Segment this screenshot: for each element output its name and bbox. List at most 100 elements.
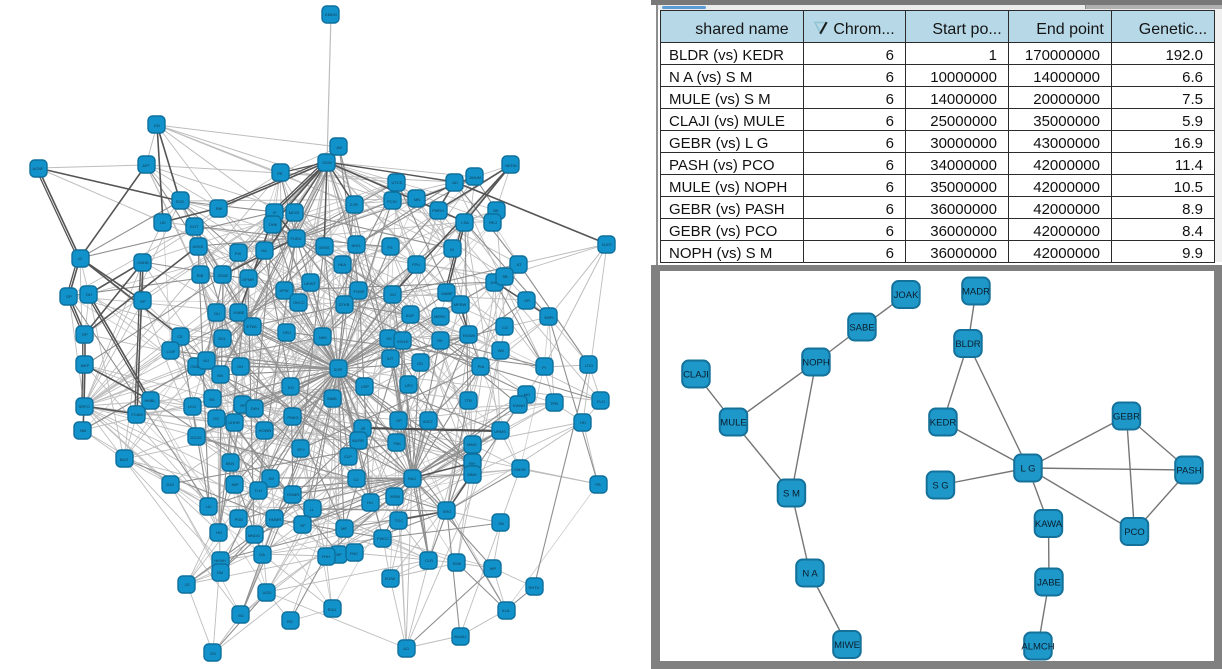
svg-text:FUEU: FUEU <box>291 236 302 241</box>
svg-text:NJOT: NJOT <box>602 242 613 247</box>
svg-text:USP: USP <box>361 384 370 389</box>
svg-text:ACNF: ACNF <box>33 166 44 171</box>
svg-text:PE: PE <box>277 171 283 176</box>
svg-text:IMP: IMP <box>231 482 238 487</box>
svg-text:RF: RF <box>240 403 246 408</box>
svg-text:CWDJ: CWDJ <box>190 364 202 369</box>
svg-text:MNH: MNH <box>467 472 476 477</box>
svg-text:MMB: MMB <box>327 396 337 401</box>
svg-text:MABP: MABP <box>441 291 453 296</box>
svg-text:MKP: MKP <box>81 363 90 368</box>
svg-text:AD: AD <box>452 180 458 185</box>
svg-text:CLAJI: CLAJI <box>683 369 709 380</box>
svg-text:RAJ: RAJ <box>408 476 416 481</box>
svg-text:PCO: PCO <box>1124 527 1145 538</box>
svg-text:IUJL: IUJL <box>502 608 511 613</box>
svg-text:IO: IO <box>450 247 454 252</box>
svg-text:JR: JR <box>361 426 366 431</box>
svg-text:IJK: IJK <box>160 220 166 225</box>
svg-text:JABE: JABE <box>1037 577 1061 588</box>
svg-text:BKN: BKN <box>226 461 234 466</box>
svg-text:MIWE: MIWE <box>834 640 860 651</box>
svg-text:DS: DS <box>210 651 216 656</box>
svg-text:WLRR: WLRR <box>352 438 364 443</box>
svg-text:GD: GD <box>417 361 423 366</box>
svg-text:JUO: JUO <box>166 482 174 487</box>
svg-text:KAWA: KAWA <box>1035 519 1063 530</box>
svg-text:OPMR: OPMR <box>242 277 254 282</box>
svg-text:NOPH: NOPH <box>802 357 830 368</box>
svg-text:SRFO: SRFO <box>78 404 89 409</box>
svg-text:OGMR: OGMR <box>287 492 300 497</box>
svg-text:L G: L G <box>1021 463 1036 474</box>
svg-text:GCM: GCM <box>322 160 331 165</box>
svg-text:EUIW: EUIW <box>385 576 396 581</box>
svg-text:NHG: NHG <box>352 243 361 248</box>
svg-text:BP: BP <box>336 552 342 557</box>
svg-text:OO: OO <box>213 416 219 421</box>
svg-text:ALMCH: ALMCH <box>1021 641 1054 652</box>
svg-text:HH: HH <box>216 530 222 535</box>
svg-text:RD: RD <box>287 619 293 624</box>
svg-text:JOAK: JOAK <box>894 290 919 301</box>
svg-text:IIJT: IIJT <box>387 356 394 361</box>
svg-text:KBPI: KBPI <box>544 315 553 320</box>
svg-text:FLO: FLO <box>597 399 605 404</box>
svg-text:HKNH: HKNH <box>214 558 225 563</box>
svg-text:KO: KO <box>288 385 294 390</box>
svg-text:JW: JW <box>336 145 342 150</box>
svg-text:FCAM: FCAM <box>131 412 142 417</box>
svg-text:HD: HD <box>580 420 586 425</box>
svg-text:TNK: TNK <box>393 441 401 446</box>
svg-text:UKKK: UKKK <box>193 244 204 249</box>
svg-text:SN: SN <box>498 521 504 526</box>
svg-text:OJ: OJ <box>353 477 358 482</box>
svg-text:KWLE: KWLE <box>397 339 409 344</box>
svg-text:KPW: KPW <box>279 288 288 293</box>
svg-text:DH: DH <box>86 292 92 297</box>
svg-text:HMMR: HMMR <box>269 517 282 522</box>
svg-text:WICT: WICT <box>423 419 434 424</box>
svg-text:UC: UC <box>206 504 212 509</box>
svg-text:TGC: TGC <box>395 518 404 523</box>
svg-text:UGD: UGD <box>263 590 272 595</box>
svg-text:FHH: FHH <box>322 554 330 559</box>
svg-text:GEBR: GEBR <box>1113 411 1140 422</box>
svg-text:EJR: EJR <box>350 202 358 207</box>
svg-text:FW: FW <box>235 251 241 256</box>
svg-text:MF: MF <box>341 526 347 531</box>
svg-text:KNBE: KNBE <box>234 310 245 315</box>
svg-text:UTCD: UTCD <box>391 180 402 185</box>
svg-text:KEDR: KEDR <box>930 417 957 428</box>
svg-text:LTIG: LTIG <box>585 363 594 368</box>
svg-text:WK: WK <box>498 348 505 353</box>
svg-text:JC: JC <box>78 256 83 261</box>
svg-text:OP: OP <box>66 294 72 299</box>
svg-text:URMS: URMS <box>494 429 506 434</box>
svg-text:LSA: LSA <box>461 220 469 225</box>
svg-text:PIA: PIA <box>478 364 485 369</box>
svg-text:CE: CE <box>177 334 183 339</box>
svg-text:SB: SB <box>502 274 508 279</box>
svg-text:JCMC: JCMC <box>217 273 228 278</box>
svg-text:BE: BE <box>493 208 499 213</box>
svg-text:CNHD: CNHD <box>137 260 149 265</box>
svg-text:CLR: CLR <box>425 558 433 563</box>
svg-text:PB: PB <box>595 482 601 487</box>
svg-text:MN: MN <box>414 197 420 202</box>
svg-text:EP: EP <box>140 299 146 304</box>
svg-text:FS: FS <box>387 245 392 250</box>
svg-text:DRJ: DRJ <box>283 330 291 335</box>
svg-text:WJ: WJ <box>203 358 209 363</box>
svg-text:MO: MO <box>524 392 530 397</box>
svg-text:IF: IF <box>273 210 277 215</box>
svg-text:LKO: LKO <box>188 404 196 409</box>
svg-text:TLH: TLH <box>254 488 262 493</box>
svg-text:RHTU: RHTU <box>528 585 539 590</box>
svg-text:GR: GR <box>524 298 530 303</box>
svg-text:RGWA: RGWA <box>463 333 476 338</box>
svg-text:HA: HA <box>261 248 267 253</box>
svg-text:N A: N A <box>802 568 818 579</box>
svg-text:RKJ: RKJ <box>489 220 497 225</box>
svg-text:UFC: UFC <box>405 383 413 388</box>
